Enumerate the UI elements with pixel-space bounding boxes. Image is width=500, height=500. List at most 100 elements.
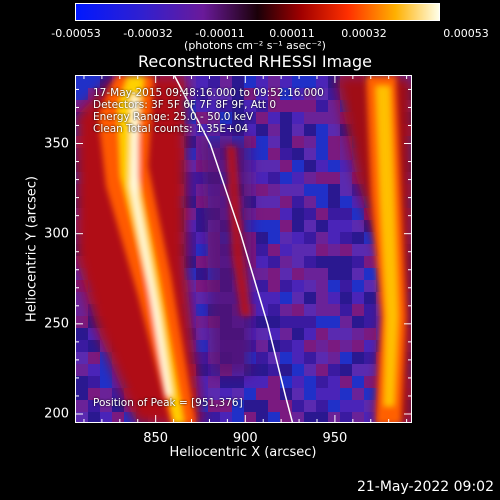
heatmap-cell [256, 100, 268, 112]
heatmap-cell [292, 124, 304, 136]
heatmap-cell [292, 208, 304, 220]
heatmap-cell [304, 364, 316, 376]
heatmap-cell [304, 184, 316, 196]
heatmap-cell [268, 340, 280, 352]
heatmap-cell [352, 292, 364, 304]
heatmap-cell [232, 88, 244, 100]
heatmap-cell [328, 304, 340, 316]
heatmap-cell [340, 208, 352, 220]
heatmap-cell [76, 412, 88, 422]
heatmap-cell [280, 400, 292, 412]
heatmap-cell [280, 268, 292, 280]
heatmap-cell [364, 328, 376, 340]
heatmap-cell [244, 412, 256, 422]
heatmap-cell [268, 112, 280, 124]
heatmap-cell [220, 124, 232, 136]
heatmap-cell [112, 400, 124, 412]
heatmap-cell [304, 172, 316, 184]
heatmap-cell [280, 88, 292, 100]
heatmap-cell [256, 280, 268, 292]
heatmap-cell [244, 388, 256, 400]
heatmap-cell [328, 184, 340, 196]
heatmap-cell [196, 280, 208, 292]
heatmap-cell [304, 256, 316, 268]
heatmap-cell [328, 256, 340, 268]
heatmap-cell [268, 232, 280, 244]
heatmap-cell [364, 316, 376, 328]
heatmap-cell [328, 100, 340, 112]
heatmap-cell [292, 376, 304, 388]
heatmap-cell [304, 232, 316, 244]
heatmap-cell [268, 220, 280, 232]
heatmap-cell [304, 340, 316, 352]
heatmap-cell [364, 400, 376, 412]
heatmap-cell [196, 244, 208, 256]
heatmap-cell [196, 232, 208, 244]
heatmap-cell [352, 400, 364, 412]
heatmap-cell [196, 76, 208, 88]
heatmap-cell [316, 196, 328, 208]
heatmap-cell [280, 76, 292, 88]
heatmap-cell [364, 352, 376, 364]
colorbar [75, 3, 440, 21]
heatmap-cell [316, 280, 328, 292]
heatmap-cell [280, 220, 292, 232]
heatmap-cell [208, 112, 220, 124]
heatmap-cell [256, 400, 268, 412]
heatmap-cell [292, 172, 304, 184]
heatmap-cell [292, 196, 304, 208]
heatmap-cell [184, 256, 196, 268]
heatmap-cell [184, 196, 196, 208]
info-energy-range: Energy Range: 25.0 - 50.0 keV [93, 111, 254, 123]
heatmap-cell [328, 376, 340, 388]
heatmap-cell [352, 304, 364, 316]
heatmap-cell [316, 328, 328, 340]
heatmap-cell [316, 388, 328, 400]
solar-limb-curve [173, 76, 294, 422]
heatmap-cell [304, 316, 316, 328]
colorbar-tick-label: -0.00032 [123, 27, 173, 40]
heatmap-cell [352, 340, 364, 352]
heatmap-cell [364, 232, 376, 244]
heatmap-cell [328, 400, 340, 412]
heatmap-cell [292, 364, 304, 376]
heatmap-cell [76, 376, 88, 388]
heatmap-cell [184, 124, 196, 136]
heatmap-cell [256, 364, 268, 376]
heatmap-cell [304, 268, 316, 280]
heatmap-cell [328, 148, 340, 160]
heatmap-cell [304, 160, 316, 172]
heatmap-cell [292, 220, 304, 232]
heatmap-cell [268, 208, 280, 220]
heatmap-cell [88, 76, 100, 88]
heatmap-cell [232, 376, 244, 388]
heatmap-cell [232, 100, 244, 112]
heatmap-cell [112, 388, 124, 400]
heatmap-cell [280, 196, 292, 208]
heatmap-cell [256, 388, 268, 400]
heatmap-cell [316, 124, 328, 136]
heatmap-cell [280, 280, 292, 292]
heatmap-cell [328, 292, 340, 304]
heatmap-cell [364, 376, 376, 388]
heatmap-cell [184, 148, 196, 160]
heatmap-cell [76, 400, 88, 412]
heatmap-cell [268, 196, 280, 208]
heatmap-cell [292, 100, 304, 112]
heatmap-cell [208, 76, 220, 88]
heatmap-cell [292, 256, 304, 268]
heatmap-cell [316, 112, 328, 124]
heatmap-cell [208, 376, 220, 388]
heatmap-cell [76, 352, 88, 364]
heatmap-cell [268, 316, 280, 328]
heatmap-cell [316, 304, 328, 316]
heatmap-cell [280, 148, 292, 160]
heatmap-cell [304, 376, 316, 388]
info-time-range: 17-May-2015 09:48:16.000 to 09:52:16.000 [93, 87, 324, 99]
heatmap-cell [256, 340, 268, 352]
heatmap-cell [352, 244, 364, 256]
heatmap-cell [292, 160, 304, 172]
heatmap-cell [76, 328, 88, 340]
heatmap-cell [208, 412, 220, 422]
heatmap-cell [256, 76, 268, 88]
